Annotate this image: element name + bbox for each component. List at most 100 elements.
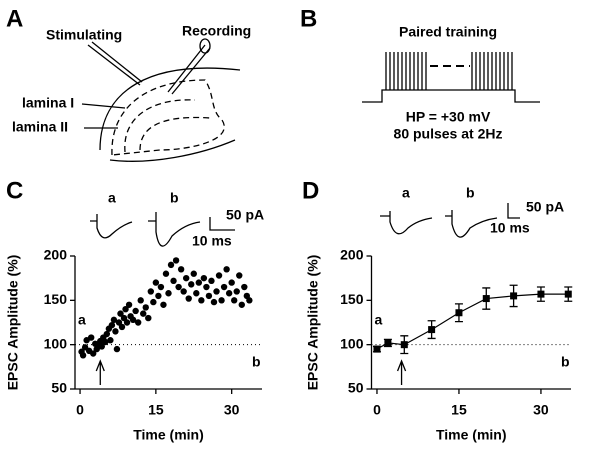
point bbox=[233, 288, 240, 295]
trace-label: b bbox=[466, 185, 475, 201]
point-label: a bbox=[375, 311, 383, 327]
point bbox=[400, 341, 408, 349]
point bbox=[165, 290, 172, 297]
point bbox=[213, 288, 220, 295]
point bbox=[112, 328, 119, 335]
x-axis-label: Time (min) bbox=[436, 427, 507, 443]
panel-letter: B bbox=[300, 5, 317, 32]
y-tick-label: 50 bbox=[51, 380, 67, 396]
point bbox=[182, 274, 190, 282]
point bbox=[228, 279, 235, 286]
point bbox=[185, 295, 192, 302]
point-label: a bbox=[78, 311, 86, 327]
point bbox=[177, 266, 185, 273]
point bbox=[373, 345, 381, 353]
point bbox=[246, 297, 253, 304]
point bbox=[172, 257, 180, 264]
point bbox=[134, 319, 142, 326]
point bbox=[79, 352, 87, 359]
point bbox=[155, 292, 162, 300]
point bbox=[110, 316, 118, 324]
y-tick-label: 150 bbox=[44, 291, 68, 307]
point bbox=[140, 310, 147, 317]
y-tick-label: 50 bbox=[348, 380, 364, 396]
point bbox=[125, 301, 133, 308]
point bbox=[193, 290, 200, 297]
trace-label: a bbox=[108, 190, 116, 206]
point bbox=[108, 321, 116, 329]
point bbox=[190, 270, 197, 277]
point bbox=[175, 283, 182, 291]
point bbox=[170, 277, 177, 285]
point bbox=[218, 297, 225, 304]
point bbox=[157, 283, 165, 291]
x-tick-label: 15 bbox=[451, 402, 467, 418]
x-tick-label: 15 bbox=[148, 402, 164, 418]
label: Paired training bbox=[399, 24, 497, 40]
x-tick-label: 30 bbox=[224, 402, 240, 418]
y-axis-label: EPSC Amplitude (%) bbox=[305, 255, 321, 391]
point bbox=[198, 297, 205, 304]
point bbox=[384, 339, 392, 347]
point-label: b bbox=[561, 353, 570, 369]
point bbox=[231, 297, 238, 304]
point bbox=[220, 283, 228, 291]
point bbox=[210, 298, 218, 306]
point bbox=[162, 270, 170, 277]
label: Stimulating bbox=[46, 27, 122, 43]
trace-label: b bbox=[170, 190, 179, 206]
scale-label: 10 ms bbox=[490, 220, 530, 236]
y-tick-label: 200 bbox=[340, 247, 364, 263]
y-tick-label: 150 bbox=[340, 291, 364, 307]
label: Recording bbox=[182, 23, 251, 39]
point bbox=[510, 292, 518, 300]
arrow bbox=[95, 359, 105, 385]
point bbox=[225, 290, 233, 297]
point bbox=[205, 292, 213, 300]
scale-label: 50 pA bbox=[226, 207, 264, 223]
x-tick-label: 0 bbox=[76, 402, 84, 418]
point bbox=[200, 274, 208, 282]
point bbox=[203, 283, 210, 291]
point bbox=[103, 330, 111, 338]
point bbox=[160, 301, 167, 308]
point bbox=[147, 288, 155, 295]
y-tick-label: 100 bbox=[44, 335, 68, 351]
x-axis-label: Time (min) bbox=[133, 427, 204, 443]
label: lamina I bbox=[22, 95, 74, 111]
point bbox=[241, 283, 248, 291]
point bbox=[122, 306, 129, 313]
point bbox=[152, 279, 160, 286]
point bbox=[117, 310, 124, 317]
point bbox=[123, 319, 131, 326]
point bbox=[428, 326, 436, 334]
arrow bbox=[396, 359, 407, 385]
scale-label: 10 ms bbox=[192, 233, 232, 249]
pulse-diagram bbox=[362, 52, 540, 103]
x-tick-label: 0 bbox=[373, 402, 381, 418]
y-axis-label: EPSC Amplitude (%) bbox=[5, 255, 21, 391]
spinal-diagram bbox=[81, 38, 241, 162]
point bbox=[107, 337, 114, 344]
point bbox=[223, 266, 230, 273]
point bbox=[150, 298, 157, 306]
point bbox=[142, 304, 149, 311]
trace-label: a bbox=[402, 185, 410, 201]
point bbox=[482, 295, 490, 303]
label: HP = +30 mV bbox=[406, 109, 491, 125]
point bbox=[236, 272, 243, 279]
x-tick-label: 30 bbox=[533, 402, 549, 418]
point bbox=[238, 301, 245, 308]
label: lamina II bbox=[12, 119, 68, 135]
point bbox=[113, 345, 121, 353]
scale-label: 50 pA bbox=[526, 199, 564, 215]
point bbox=[167, 261, 175, 269]
point bbox=[215, 272, 223, 279]
panel-letter: D bbox=[302, 177, 319, 204]
point bbox=[118, 323, 126, 331]
point bbox=[208, 277, 215, 285]
line bbox=[376, 293, 569, 350]
panel-letter: A bbox=[6, 5, 23, 32]
point bbox=[129, 316, 137, 324]
point bbox=[137, 297, 144, 304]
